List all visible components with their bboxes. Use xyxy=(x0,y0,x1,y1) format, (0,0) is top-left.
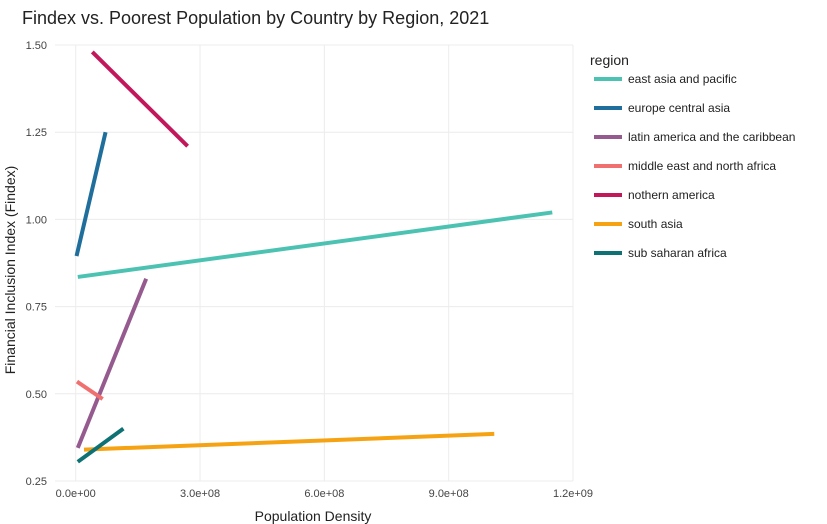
legend-item-label: europe central asia xyxy=(628,101,730,115)
x-tick-label: 0.0e+00 xyxy=(56,488,96,500)
y-tick-label: 0.25 xyxy=(26,476,47,488)
series-line-2 xyxy=(75,277,149,449)
y-tick-label: 0.50 xyxy=(26,389,47,401)
y-tick-label: 1.50 xyxy=(26,40,47,52)
y-tick-label: 1.00 xyxy=(26,214,47,226)
grid xyxy=(55,44,574,482)
y-tick-label: 0.75 xyxy=(26,302,47,314)
series-line-3 xyxy=(75,379,104,401)
legend-item-label: middle east and north africa xyxy=(628,159,776,173)
x-axis-ticks: 0.0e+00 3.0e+08 6.0e+08 9.0e+08 1.2e+09 xyxy=(56,488,593,500)
series-line-1 xyxy=(74,131,108,257)
legend-title: region xyxy=(590,52,629,68)
series-layer xyxy=(74,50,553,464)
series-line-0 xyxy=(77,210,553,279)
x-tick-label: 9.0e+08 xyxy=(429,488,469,500)
legend: east asia and pacific europe central asia… xyxy=(594,72,795,260)
legend-item-label: nothern america xyxy=(628,188,715,202)
y-axis-title: Financial Inclusion Index (Findex) xyxy=(2,166,18,375)
series-line-6 xyxy=(76,427,125,464)
legend-item-label: sub saharan africa xyxy=(628,246,727,260)
legend-item-label: south asia xyxy=(628,217,683,231)
y-axis-ticks: 0.25 0.50 0.75 1.00 1.25 1.50 xyxy=(26,40,47,488)
series-line-4 xyxy=(90,50,190,148)
x-axis-title: Population Density xyxy=(255,508,372,524)
x-tick-label: 6.0e+08 xyxy=(304,488,344,500)
x-tick-label: 3.0e+08 xyxy=(180,488,220,500)
x-tick-label: 1.2e+09 xyxy=(553,488,593,500)
chart-title: Findex vs. Poorest Population by Country… xyxy=(22,8,489,28)
legend-item-label: east asia and pacific xyxy=(628,72,737,86)
y-tick-label: 1.25 xyxy=(26,127,47,139)
series-line-5 xyxy=(83,431,495,452)
legend-item-label: latin america and the caribbean xyxy=(628,130,795,144)
